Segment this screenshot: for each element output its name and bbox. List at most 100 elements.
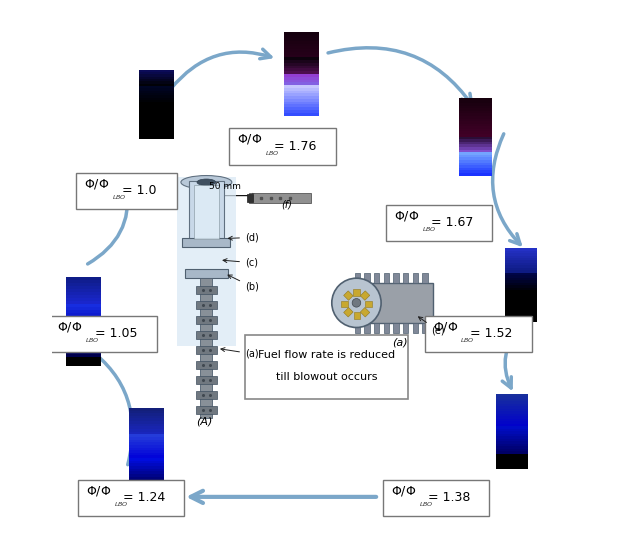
Bar <box>139 109 174 111</box>
Bar <box>139 118 174 121</box>
Bar <box>505 300 537 302</box>
Bar <box>284 99 319 102</box>
Bar <box>129 468 164 471</box>
Bar <box>413 273 418 283</box>
Circle shape <box>352 299 361 307</box>
Text: = 1.38: = 1.38 <box>428 492 470 504</box>
Text: (e): (e) <box>419 317 445 336</box>
Bar <box>66 316 100 318</box>
Bar <box>496 406 528 409</box>
Bar <box>66 357 100 360</box>
Bar <box>129 434 164 437</box>
Bar <box>459 165 492 168</box>
Bar <box>284 32 319 116</box>
Bar <box>129 477 164 479</box>
Text: $_{LBO}$: $_{LBO}$ <box>114 500 129 509</box>
Bar <box>394 273 399 283</box>
Bar <box>66 318 100 322</box>
Bar <box>365 273 370 283</box>
Bar <box>66 304 100 307</box>
Bar <box>284 57 319 60</box>
Bar <box>496 401 528 404</box>
Bar <box>284 60 319 63</box>
Bar <box>496 412 528 414</box>
Bar <box>459 131 492 134</box>
Bar <box>284 102 319 105</box>
Bar <box>66 351 100 354</box>
Bar <box>394 323 399 332</box>
Bar <box>129 479 164 482</box>
Bar <box>284 46 319 49</box>
Bar <box>129 429 164 431</box>
Bar <box>284 38 319 41</box>
Bar <box>496 436 528 439</box>
Bar <box>139 114 174 116</box>
Bar <box>496 409 528 412</box>
Bar <box>129 437 164 440</box>
Bar <box>459 103 492 106</box>
Bar <box>66 298 100 301</box>
Text: (c): (c) <box>223 258 258 267</box>
Text: $\Phi/\Phi$: $\Phi/\Phi$ <box>84 177 109 191</box>
Bar <box>505 307 537 310</box>
Bar <box>284 105 319 107</box>
Bar <box>459 129 492 131</box>
Bar <box>496 399 528 401</box>
Bar <box>177 177 236 346</box>
Bar <box>496 446 528 449</box>
Text: $_{LBO}$: $_{LBO}$ <box>460 336 475 345</box>
Bar <box>496 394 528 469</box>
Bar <box>505 288 537 290</box>
Bar <box>129 421 164 424</box>
Bar <box>139 70 174 72</box>
Bar <box>139 123 174 125</box>
Bar <box>284 69 319 71</box>
Bar <box>139 137 174 139</box>
Text: $\Phi/\Phi$: $\Phi/\Phi$ <box>391 484 416 498</box>
Bar <box>139 95 174 98</box>
Bar <box>353 288 360 295</box>
Bar <box>459 134 492 137</box>
Bar <box>129 466 164 468</box>
Bar <box>66 310 100 313</box>
Bar <box>66 322 100 325</box>
Bar <box>505 310 537 312</box>
Bar <box>496 442 528 444</box>
Bar <box>496 454 528 457</box>
Bar <box>505 248 537 251</box>
Bar <box>496 427 528 429</box>
Bar <box>496 457 528 459</box>
Text: $\Phi/\Phi$: $\Phi/\Phi$ <box>433 320 458 334</box>
Bar <box>196 346 217 354</box>
Bar <box>496 451 528 454</box>
Bar <box>66 312 100 316</box>
Bar <box>505 258 537 260</box>
Bar <box>129 424 164 427</box>
Bar <box>139 93 174 95</box>
Bar <box>496 421 528 424</box>
Bar <box>139 79 174 81</box>
Bar <box>365 323 370 332</box>
Text: (d): (d) <box>228 233 259 242</box>
Bar <box>129 482 164 485</box>
Bar <box>496 394 528 397</box>
Text: (a): (a) <box>392 338 408 348</box>
Bar <box>355 273 360 283</box>
Bar <box>284 55 319 57</box>
Bar <box>139 121 174 123</box>
Bar <box>284 96 319 99</box>
Bar <box>459 162 492 165</box>
Bar <box>284 107 319 110</box>
Bar <box>139 107 174 109</box>
FancyBboxPatch shape <box>383 480 489 516</box>
Bar <box>129 464 164 466</box>
Bar <box>66 348 100 351</box>
Bar <box>129 445 164 448</box>
Bar <box>129 419 164 421</box>
Text: (f): (f) <box>282 200 292 210</box>
Bar <box>459 111 492 114</box>
Bar <box>505 263 537 265</box>
Bar <box>459 118 492 121</box>
Text: (b): (b) <box>228 275 259 292</box>
Bar <box>66 286 100 289</box>
